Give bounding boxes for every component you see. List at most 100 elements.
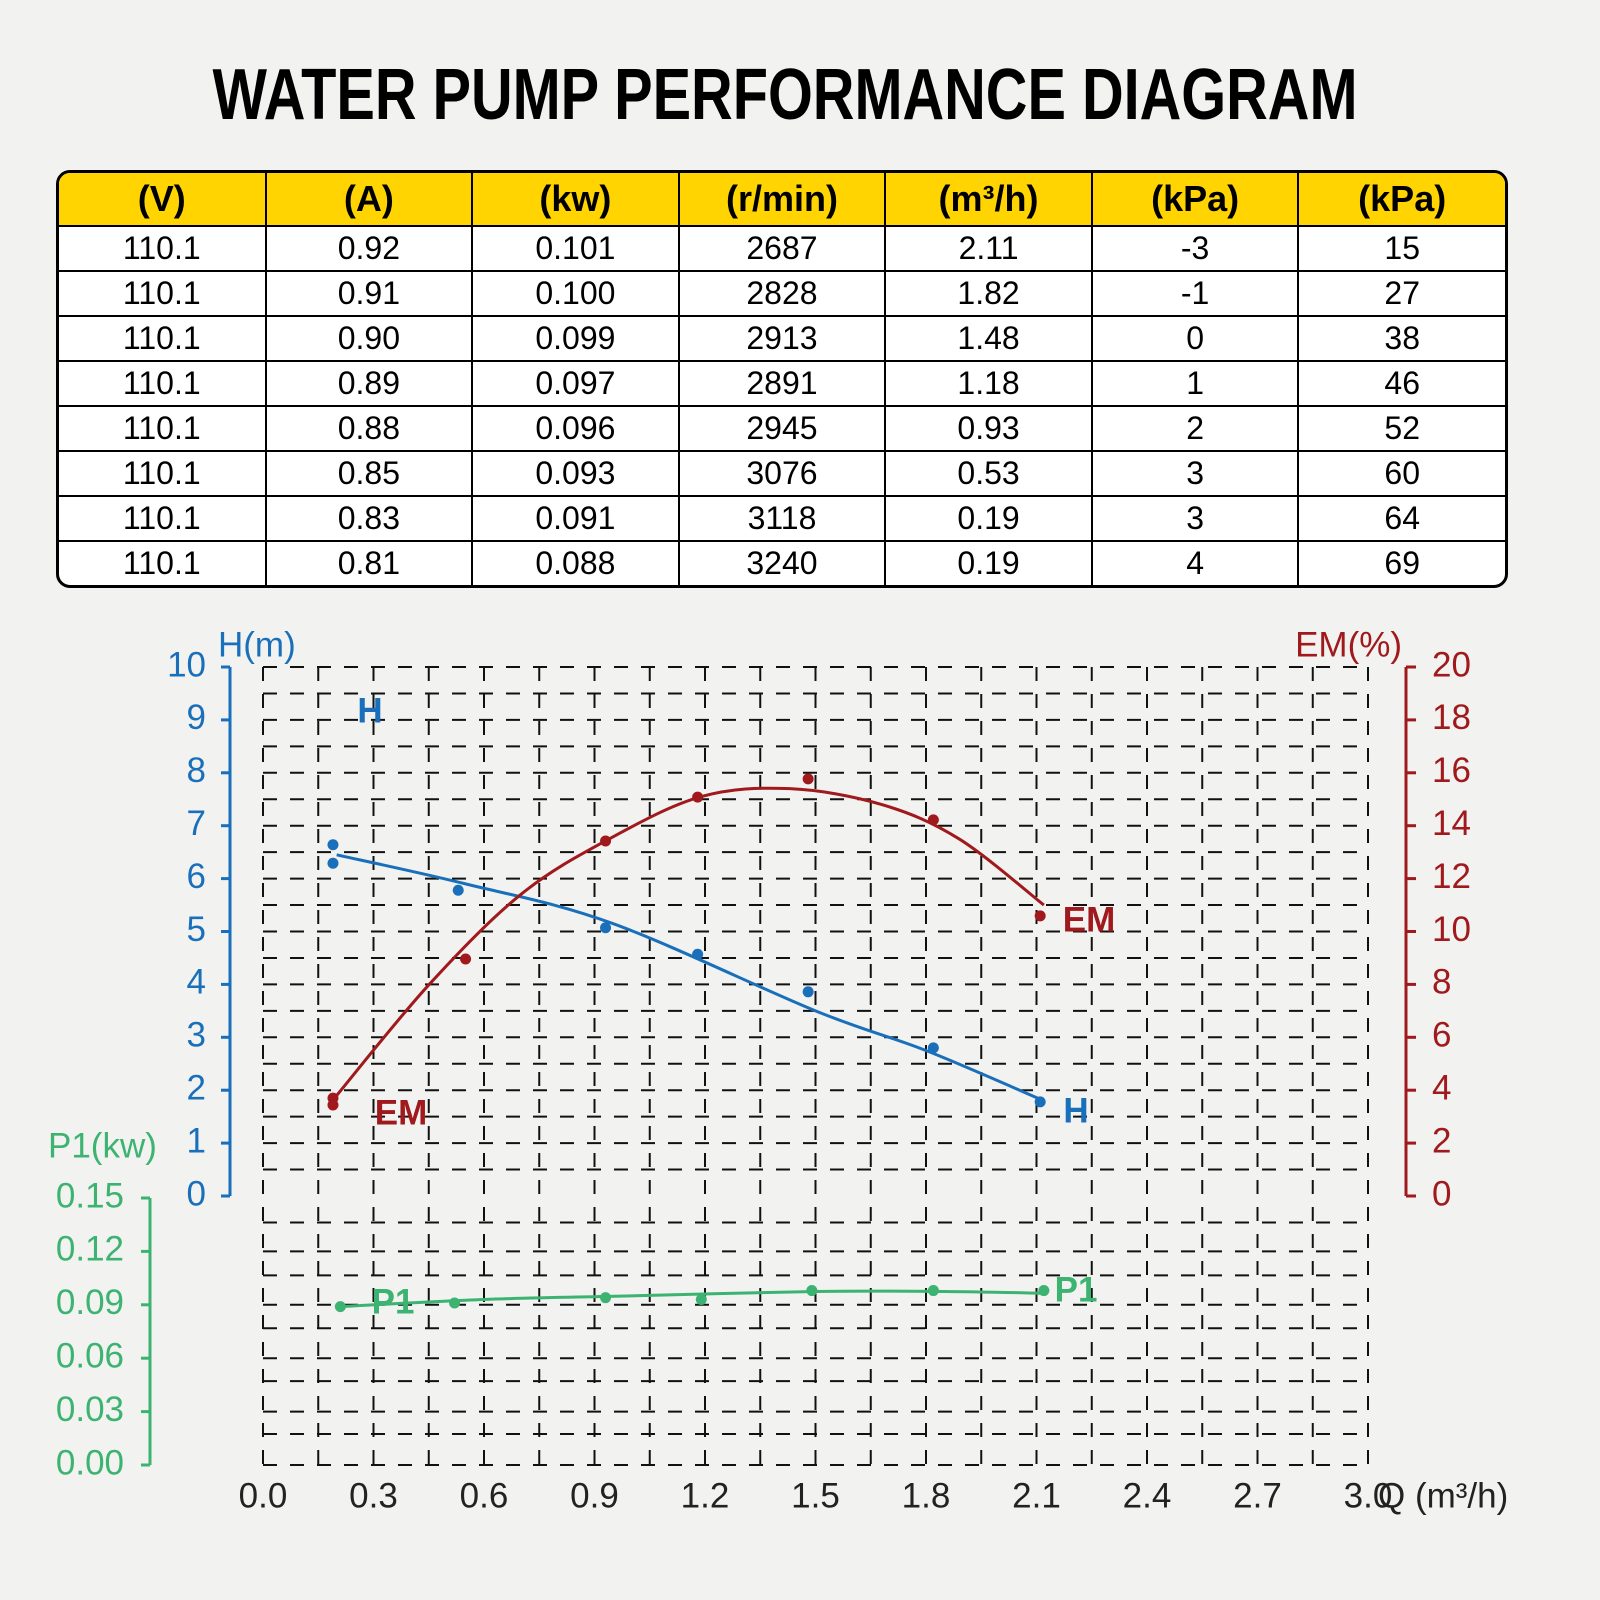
table-cell: 0.81 [264, 540, 474, 585]
table-cell: 46 [1297, 360, 1505, 407]
table-cell: 60 [1297, 450, 1505, 497]
table-cell: 0.19 [884, 540, 1093, 585]
y2-axis-title: EM(%) [1295, 625, 1402, 664]
table-cell: 2891 [677, 360, 887, 407]
table-cell: 2687 [677, 225, 887, 272]
table-cell: 52 [1297, 405, 1505, 452]
table-cell: 0.92 [264, 225, 474, 272]
y3-tick-label: 0.09 [56, 1283, 124, 1322]
point [1038, 1285, 1050, 1297]
header-cell: (kPa) [1297, 173, 1505, 227]
y2-tick-label: 0 [1432, 1174, 1451, 1213]
table-cell: 64 [1297, 495, 1505, 542]
table-cell: 0.091 [471, 495, 680, 542]
table-row: 110.1 0.81 0.088 3240 0.19 4 69 [59, 540, 1505, 585]
point [600, 922, 612, 934]
x-tick-label: 2.1 [1012, 1476, 1061, 1515]
point [802, 986, 814, 998]
table-cell: 110.1 [59, 450, 267, 497]
curve-label: H [357, 691, 382, 730]
y3-tick-label: 0.06 [56, 1336, 124, 1375]
data-table: (V) (A) (kw) (r/min) (m³/h) (kPa) (kPa) 110.1 0.… [56, 170, 1508, 588]
point [327, 1099, 339, 1111]
table-cell: 3 [1090, 450, 1300, 497]
table-row: 110.1 0.83 0.091 3118 0.19 3 64 [59, 495, 1505, 542]
curve-label: H [1063, 1091, 1088, 1130]
x-tick-label: 3.0 [1344, 1476, 1393, 1515]
point [327, 857, 339, 869]
table-cell: 110.1 [59, 495, 267, 542]
point [1034, 1096, 1046, 1108]
table-cell: 0 [1090, 315, 1300, 362]
fit-line [340, 1289, 1044, 1309]
y-tick-label: 8 [187, 751, 206, 790]
table-cell: 2828 [677, 270, 887, 317]
table-cell: 1.82 [884, 270, 1093, 317]
table-cell: 0.100 [471, 270, 680, 317]
table-cell: 0.099 [471, 315, 680, 362]
header-cell: (kw) [471, 173, 680, 227]
y-tick-label: 6 [187, 857, 206, 896]
table-cell: 110.1 [59, 315, 267, 362]
curve-label: EM [1063, 900, 1116, 939]
y2-tick-label: 10 [1432, 910, 1471, 949]
x-tick-label: 2.7 [1233, 1476, 1282, 1515]
point [927, 1285, 939, 1297]
table-body: 110.1 0.92 0.101 2687 2.11 -3 15 110.1 0.91 0.100… [59, 225, 1505, 585]
y-tick-label: 1 [187, 1121, 206, 1160]
curve-label: P1 [372, 1282, 415, 1321]
y2-tick-label: 18 [1432, 698, 1471, 737]
table-cell: 3118 [677, 495, 887, 542]
y2-tick-label: 16 [1432, 751, 1471, 790]
table-cell: 110.1 [59, 540, 267, 585]
point [802, 773, 814, 785]
point [806, 1285, 818, 1297]
table-cell: 110.1 [59, 360, 267, 407]
table-cell: 110.1 [59, 270, 267, 317]
x-tick-label: 0.6 [460, 1476, 509, 1515]
y-axis-title: H(m) [218, 625, 296, 664]
table-cell: 0.53 [884, 450, 1093, 497]
table-cell: 0.88 [264, 405, 474, 452]
table-cell: 0.89 [264, 360, 474, 407]
table-cell: 1.48 [884, 315, 1093, 362]
page-title: WATER PUMP PERFORMANCE DIAGRAM [213, 55, 1358, 135]
table-cell: 0.093 [471, 450, 680, 497]
table-cell: 15 [1297, 225, 1505, 272]
header-cell: (kPa) [1090, 173, 1300, 227]
y2-tick-label: 14 [1432, 804, 1471, 843]
table-cell: 0.101 [471, 225, 680, 272]
table-cell: 3240 [677, 540, 887, 585]
table-cell: 2.11 [884, 225, 1093, 272]
table-cell: 2 [1090, 405, 1300, 452]
x-tick-label: 1.5 [791, 1476, 840, 1515]
header-cell: (r/min) [677, 173, 887, 227]
y3-tick-label: 0.15 [56, 1176, 124, 1215]
y3-tick-label: 0.12 [56, 1230, 124, 1269]
table-row: 110.1 0.90 0.099 2913 1.48 0 38 [59, 315, 1505, 362]
y-tick-label: 3 [187, 1016, 206, 1055]
y-tick-label: 4 [187, 963, 206, 1002]
table-cell: 110.1 [59, 225, 267, 272]
y2-tick-label: 8 [1432, 963, 1451, 1002]
y-tick-label: 2 [187, 1068, 206, 1107]
point [600, 1292, 612, 1304]
point [692, 791, 704, 803]
header-cell: (m³/h) [884, 173, 1093, 227]
table-row: 110.1 0.88 0.096 2945 0.93 2 52 [59, 405, 1505, 452]
table: (V) (A) (kw) (r/min) (m³/h) (kPa) (kPa) 110.1 0.… [59, 173, 1505, 585]
table-cell: 0.91 [264, 270, 474, 317]
point [334, 1301, 346, 1313]
table-cell: 38 [1297, 315, 1505, 362]
x-tick-label: 0.0 [239, 1476, 288, 1515]
table-cell: -1 [1090, 270, 1300, 317]
table-cell: 0.096 [471, 405, 680, 452]
y2-tick-label: 2 [1432, 1121, 1451, 1160]
table-cell: 69 [1297, 540, 1505, 585]
y-tick-label: 9 [187, 698, 206, 737]
y2-tick-label: 20 [1432, 645, 1471, 684]
table-cell: 0.097 [471, 360, 680, 407]
table-cell: 1.18 [884, 360, 1093, 407]
y-tick-label: 10 [167, 645, 206, 684]
